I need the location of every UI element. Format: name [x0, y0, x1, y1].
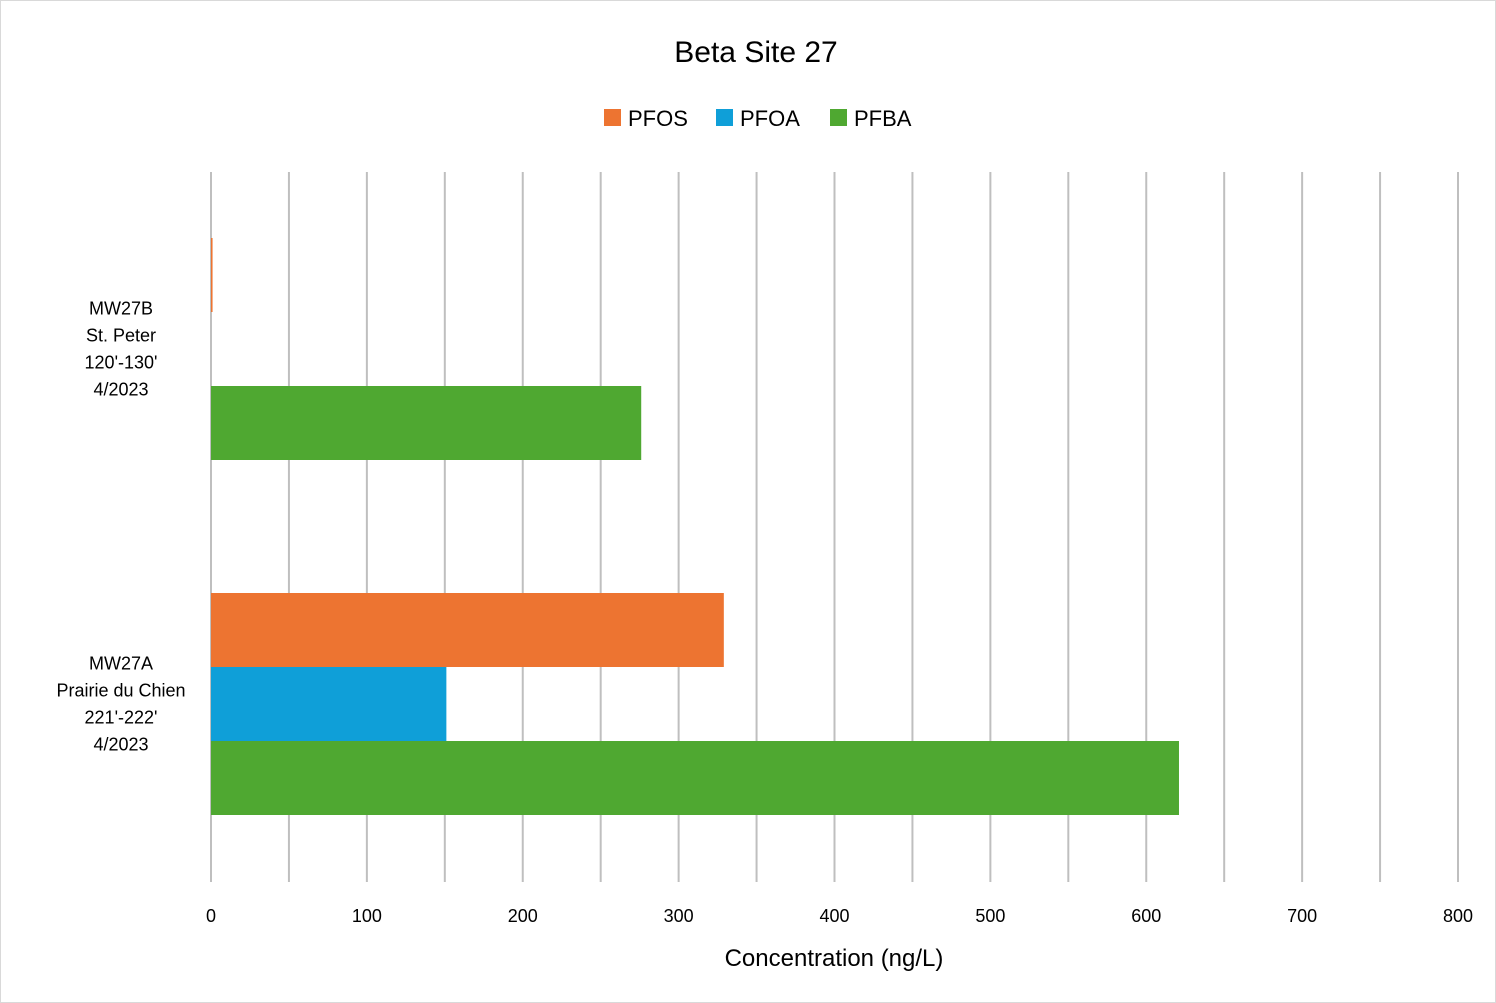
x-tick-label: 400 — [819, 906, 849, 926]
x-tick-label: 600 — [1131, 906, 1161, 926]
legend-item-pfos: PFOS — [604, 106, 688, 131]
category-label-mw27b: MW27B St. Peter 120'-130' 4/2023 — [85, 299, 158, 400]
x-tick-label: 200 — [508, 906, 538, 926]
x-tick-label: 0 — [206, 906, 216, 926]
legend-label: PFOS — [628, 106, 688, 131]
bar-pfos-mw27a — [211, 593, 724, 667]
x-axis-title: Concentration (ng/L) — [725, 945, 944, 972]
x-axis-tick-labels: 0 100 200 300 400 500 600 700 800 — [206, 906, 1473, 926]
bar-pfba-mw27a — [211, 741, 1179, 815]
category-label-mw27a: MW27A Prairie du Chien 221'-222' 4/2023 — [56, 654, 185, 755]
legend-swatch — [716, 109, 733, 126]
category-label-line: 120'-130' — [85, 353, 158, 373]
category-label-line: MW27B — [89, 299, 153, 319]
x-tick-label: 500 — [975, 906, 1005, 926]
legend-item-pfba: PFBA — [830, 106, 912, 131]
legend-item-pfoa: PFOA — [716, 106, 800, 131]
category-label-line: St. Peter — [86, 326, 156, 346]
category-label-line: Prairie du Chien — [56, 681, 185, 701]
legend-label: PFOA — [740, 106, 800, 131]
category-labels: MW27B St. Peter 120'-130' 4/2023 MW27A Prairi… — [56, 299, 185, 755]
category-label-line: 221'-222' — [85, 708, 158, 728]
category-label-line: 4/2023 — [93, 380, 148, 400]
bar-pfos-mw27b — [211, 238, 213, 312]
bar-pfba-mw27b — [211, 386, 642, 460]
legend: PFOS PFOA PFBA — [604, 106, 912, 131]
x-tick-label: 300 — [664, 906, 694, 926]
x-tick-label: 800 — [1443, 906, 1473, 926]
legend-label: PFBA — [854, 106, 912, 131]
x-tick-label: 100 — [352, 906, 382, 926]
legend-swatch — [604, 109, 621, 126]
x-tick-label: 700 — [1287, 906, 1317, 926]
bar-pfoa-mw27a — [211, 667, 447, 741]
category-label-line: MW27A — [89, 654, 153, 674]
chart-title: Beta Site 27 — [674, 36, 837, 69]
legend-swatch — [830, 109, 847, 126]
category-label-line: 4/2023 — [93, 735, 148, 755]
bars — [211, 238, 1179, 815]
